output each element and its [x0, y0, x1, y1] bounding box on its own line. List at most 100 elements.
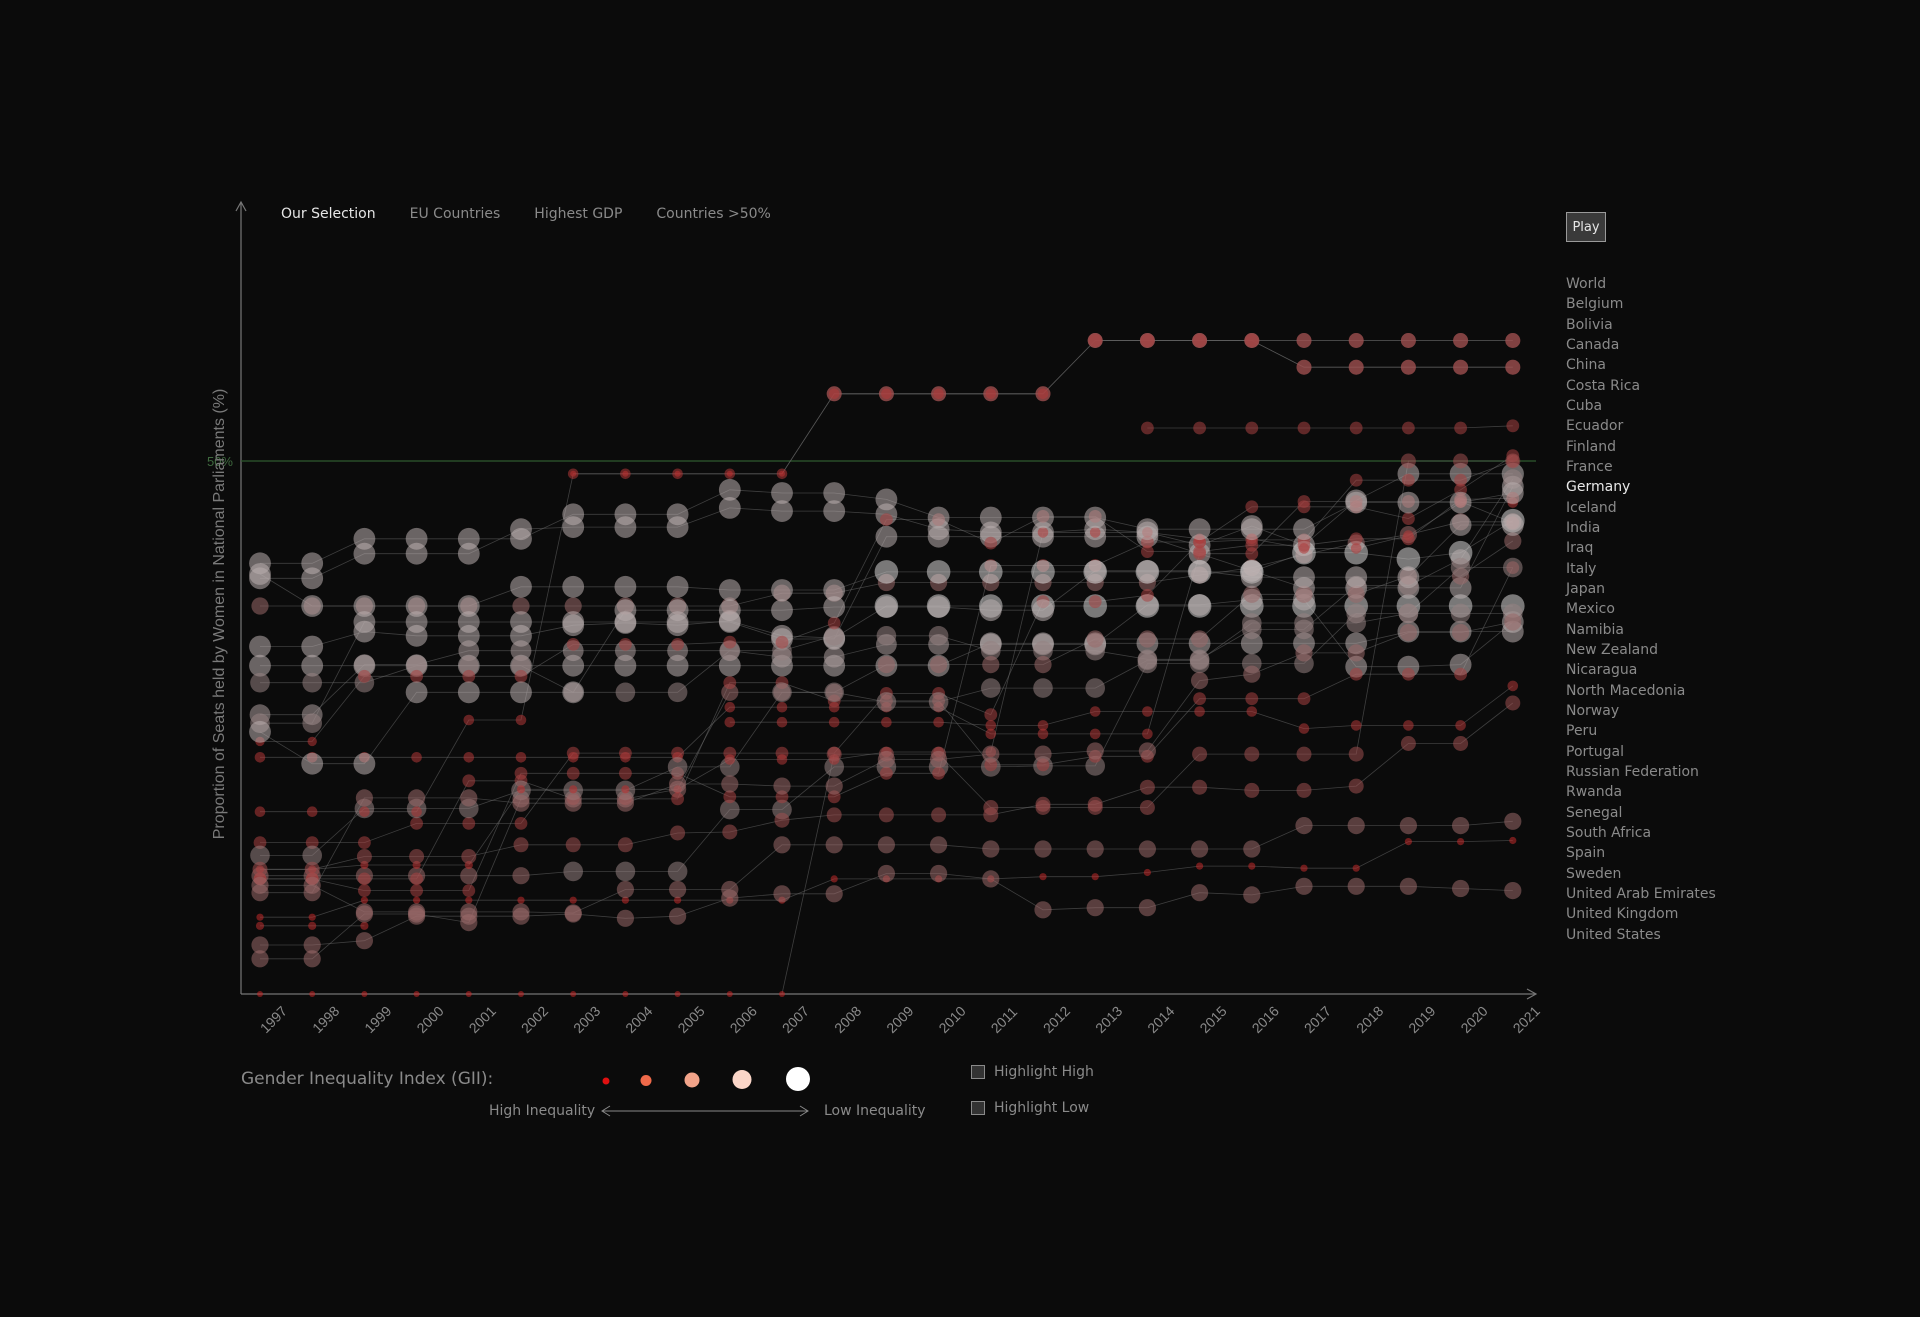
country-item[interactable]: Japan [1566, 580, 1606, 597]
y-axis-label: Proportion of Seats held by Women in Nat… [211, 389, 228, 840]
data-point [1348, 359, 1364, 375]
country-item[interactable]: Canada [1566, 336, 1620, 353]
country-item[interactable]: India [1566, 519, 1601, 536]
country-item[interactable]: Belgium [1566, 296, 1624, 313]
country-item[interactable]: South Africa [1566, 824, 1652, 841]
country-item[interactable]: Senegal [1566, 804, 1623, 821]
data-point [982, 745, 1000, 763]
legend-title: Gender Inequality Index (GII): [241, 1069, 494, 1089]
country-item[interactable]: Italy [1566, 560, 1597, 577]
x-tick-label: 2002 [518, 1003, 551, 1036]
data-point [1240, 632, 1263, 655]
tab-countries-over-50[interactable]: Countries >50% [656, 206, 771, 222]
country-item[interactable]: France [1566, 458, 1613, 475]
data-point [876, 626, 897, 646]
highlight-high-toggle[interactable]: Highlight High [971, 1064, 1094, 1080]
data-point [512, 867, 530, 885]
country-item[interactable]: United States [1566, 926, 1661, 943]
country-item[interactable]: Rwanda [1566, 784, 1623, 801]
data-point [718, 579, 741, 601]
data-point [359, 806, 370, 817]
data-point [671, 792, 684, 806]
data-point [877, 656, 896, 674]
play-button[interactable]: Play [1566, 212, 1606, 242]
data-point [1034, 901, 1052, 919]
highlight-low-checkbox[interactable] [971, 1101, 985, 1115]
data-point [1295, 585, 1313, 603]
x-tick-label: 2013 [1092, 1003, 1125, 1036]
country-item[interactable]: Peru [1566, 723, 1598, 740]
country-item[interactable]: Namibia [1566, 621, 1624, 638]
country-item[interactable]: Portugal [1566, 743, 1624, 760]
data-point [250, 845, 270, 866]
legend-low-inequality-label: Low Inequality [824, 1103, 926, 1119]
x-tick-labels: 1997 1998 1999 2000 2001 2002 2003 2004 2005 2006… [257, 1003, 1543, 1036]
data-point [1453, 453, 1469, 469]
country-item[interactable]: United Arab Emirates [1566, 885, 1716, 902]
data-point [776, 716, 788, 728]
country-item[interactable]: Germany [1566, 479, 1631, 496]
country-item[interactable]: Norway [1566, 702, 1620, 719]
country-item[interactable]: North Macedonia [1566, 682, 1686, 699]
data-point [878, 807, 894, 823]
data-point [773, 885, 791, 903]
data-point [1194, 706, 1205, 717]
country-item[interactable]: Ecuador [1566, 418, 1624, 435]
data-point [1293, 518, 1315, 541]
data-point [1402, 667, 1415, 681]
data-point [827, 616, 841, 630]
country-item[interactable]: Iraq [1566, 540, 1594, 557]
data-point [1452, 817, 1470, 835]
data-point [932, 766, 945, 780]
country-item[interactable]: United Kingdom [1566, 906, 1679, 923]
country-item[interactable]: Nicaragua [1566, 662, 1638, 679]
data-point [928, 626, 949, 646]
country-item[interactable]: Russian Federation [1566, 763, 1699, 780]
data-point [251, 950, 269, 968]
data-point [982, 656, 1000, 674]
tab-our-selection[interactable]: Our Selection [281, 206, 376, 222]
data-point [462, 669, 476, 683]
data-point [303, 950, 321, 968]
data-point [985, 388, 997, 400]
country-item[interactable]: World [1566, 276, 1607, 292]
country-item[interactable]: Sweden [1566, 865, 1622, 882]
data-point [1501, 514, 1524, 536]
data-point [514, 669, 528, 683]
country-item[interactable]: Bolivia [1566, 316, 1613, 333]
data-point [824, 757, 844, 777]
country-item[interactable]: Cuba [1566, 397, 1603, 414]
data-point [518, 991, 524, 997]
x-tick-label: 2000 [413, 1003, 446, 1036]
country-item[interactable]: Iceland [1566, 499, 1617, 516]
country-item[interactable]: Costa Rica [1566, 377, 1641, 394]
data-point [877, 864, 896, 883]
highlight-low-toggle[interactable]: Highlight Low [971, 1100, 1089, 1116]
tab-eu-countries[interactable]: EU Countries [409, 206, 501, 222]
data-point [510, 527, 532, 550]
data-point [1188, 559, 1211, 582]
data-point [303, 884, 321, 902]
selection-tabs: Our Selection EU Countries Highest GDP C… [281, 206, 771, 222]
country-item[interactable]: Finland [1566, 438, 1617, 455]
data-point [666, 575, 689, 598]
data-point [517, 896, 525, 904]
data-point [511, 655, 531, 676]
data-point [672, 468, 683, 480]
data-point [619, 638, 632, 651]
data-point [465, 991, 472, 997]
tab-highest-gdp[interactable]: Highest GDP [534, 206, 623, 222]
country-item[interactable]: Mexico [1566, 601, 1615, 618]
x-tick-label: 1999 [361, 1003, 394, 1036]
data-point [460, 789, 478, 807]
country-item[interactable]: Spain [1566, 845, 1606, 862]
data-point [564, 794, 582, 812]
highlight-high-checkbox[interactable] [971, 1065, 985, 1079]
country-item[interactable]: New Zealand [1566, 641, 1658, 658]
data-point [1449, 491, 1472, 514]
data-point [984, 536, 998, 550]
data-point [1141, 421, 1154, 435]
country-item[interactable]: China [1566, 357, 1606, 374]
data-point [361, 991, 368, 997]
